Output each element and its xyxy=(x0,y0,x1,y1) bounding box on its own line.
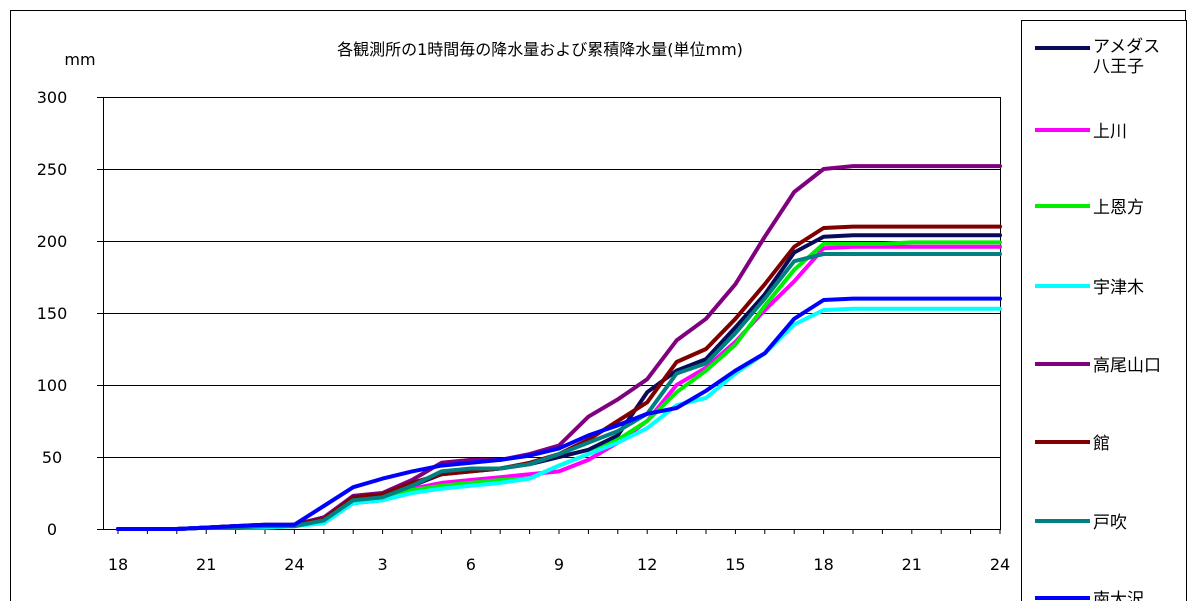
y-tick-label: 0 xyxy=(47,520,57,539)
x-tick-label: 12 xyxy=(637,555,657,574)
y-tick-label: 150 xyxy=(37,304,68,323)
x-tick-label: 15 xyxy=(725,555,745,574)
y-tick-label: 50 xyxy=(42,448,62,467)
x-tick-label: 21 xyxy=(196,555,216,574)
x-tick-label: 3 xyxy=(378,555,388,574)
legend-label-1: 上川 xyxy=(1093,122,1127,142)
x-tick-label: 18 xyxy=(108,555,128,574)
legend-label-2: 上恩方 xyxy=(1093,198,1144,218)
series-line-7 xyxy=(116,296,1002,531)
legend-label-3: 宇津木 xyxy=(1093,278,1144,298)
legend-label-4: 高尾山口 xyxy=(1093,356,1161,376)
chart-border xyxy=(10,10,1186,605)
x-tick-label: 9 xyxy=(554,555,564,574)
x-tick-label: 6 xyxy=(466,555,476,574)
y-tick-label: 200 xyxy=(37,232,68,251)
legend-label-7: 南大沢 xyxy=(1093,590,1144,601)
y-tick-label: 300 xyxy=(37,88,68,107)
y-tick-label: 250 xyxy=(37,160,68,179)
legend-box xyxy=(1021,20,1187,605)
legend-label-0: 八王子 xyxy=(1093,57,1144,77)
chart-title: 各観測所の1時間毎の降水量および累積降水量(単位mm) xyxy=(337,40,743,59)
x-tick-label: 24 xyxy=(284,555,304,574)
legend-label-6: 戸吹 xyxy=(1093,513,1127,533)
x-tick-label: 24 xyxy=(990,555,1010,574)
y-axis-label: mm xyxy=(64,50,95,69)
legend-label-0: アメダス xyxy=(1093,37,1160,57)
x-tick-label: 21 xyxy=(902,555,922,574)
x-tick-label: 18 xyxy=(813,555,833,574)
legend-label-5: 館 xyxy=(1093,434,1110,454)
y-tick-label: 100 xyxy=(37,376,68,395)
